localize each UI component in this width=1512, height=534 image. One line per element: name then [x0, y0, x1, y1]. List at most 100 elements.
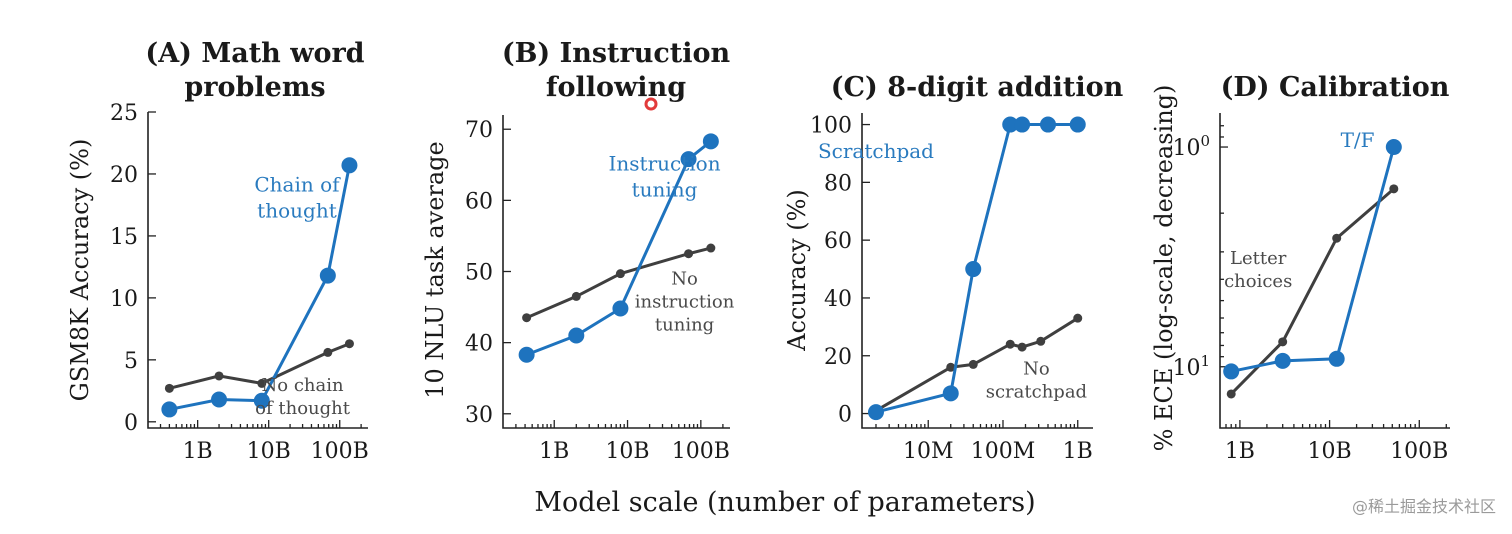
- y-tick-label: 70: [465, 118, 493, 143]
- y-tick-label: 40: [824, 287, 852, 312]
- x-tick-label: 1B: [539, 439, 569, 464]
- cursor-marker: [644, 97, 658, 111]
- data-point: [344, 339, 354, 349]
- data-point: [1069, 116, 1086, 133]
- series-annotation: Scratchpad: [818, 139, 934, 163]
- panel-d: (D) Calibration % ECE (log-scale, decreas…: [1150, 72, 1450, 464]
- x-tick-label: 100B: [672, 439, 730, 464]
- x-tick-label: 10B: [1308, 439, 1352, 464]
- series-annotation: tuning: [655, 314, 714, 335]
- data-point: [1005, 339, 1015, 349]
- data-point: [571, 291, 581, 301]
- y-tick-label: 60: [824, 229, 852, 254]
- x-tick-label: 1B: [183, 439, 213, 464]
- series-line-blue: [1230, 146, 1396, 373]
- axes: [502, 115, 730, 429]
- data-point: [1328, 350, 1345, 367]
- series-annotation: instruction: [635, 291, 735, 312]
- data-point: [1385, 139, 1402, 156]
- data-point: [341, 157, 358, 174]
- x-tick-label: 100B: [311, 439, 369, 464]
- y-tick-label: 100: [1172, 132, 1210, 161]
- y-axis-label: GSM8K Accuracy (%): [66, 139, 94, 402]
- series-annotation: of thought: [255, 398, 351, 419]
- data-point: [942, 385, 959, 402]
- data-point: [1073, 313, 1083, 323]
- panel-c: (C) 8-digit addition Accuracy (%) 10M 100M 1…: [783, 72, 1124, 464]
- x-tick-label: 1B: [1225, 439, 1255, 464]
- data-point: [1039, 116, 1056, 133]
- data-point: [1274, 352, 1291, 369]
- data-point: [946, 362, 956, 372]
- data-point: [612, 300, 629, 317]
- data-point: [214, 371, 224, 381]
- data-point: [684, 249, 694, 259]
- series-annotation: thought: [257, 198, 337, 222]
- panel-title: problems: [184, 72, 325, 103]
- x-tick-label: 100M: [971, 439, 1036, 464]
- data-point: [1223, 363, 1240, 380]
- data-point: [323, 347, 333, 357]
- data-point: [1389, 184, 1399, 194]
- y-tick-label: 0: [838, 403, 852, 428]
- y-tick-label: 50: [465, 261, 493, 286]
- data-point: [164, 383, 174, 393]
- x-tick-label: 10B: [605, 439, 649, 464]
- panel-title: (C) 8-digit addition: [831, 72, 1124, 103]
- y-tick-label: 0: [124, 411, 138, 436]
- shared-x-axis-label: Model scale (number of parameters): [534, 487, 1035, 518]
- y-tick-label: 100: [810, 114, 852, 139]
- y-tick-label: 101: [1172, 352, 1210, 381]
- x-tick-label: 1B: [1063, 439, 1093, 464]
- series-annotation: Letter: [1230, 248, 1287, 269]
- data-point: [161, 401, 178, 418]
- y-tick-label: 15: [110, 225, 138, 250]
- series-annotation: Chain of: [254, 172, 341, 196]
- data-point: [968, 359, 978, 369]
- y-tick-label: 20: [824, 345, 852, 370]
- y-tick-label: 10: [110, 287, 138, 312]
- data-point: [867, 404, 884, 421]
- x-tick-label: 100B: [1390, 439, 1448, 464]
- data-point: [1036, 336, 1046, 346]
- panel-title: following: [546, 72, 686, 103]
- series-annotation: No: [671, 268, 698, 289]
- data-point: [257, 378, 267, 388]
- y-tick-label: 25: [110, 101, 138, 126]
- watermark: @稀土掘金技术社区: [1352, 497, 1496, 516]
- data-point: [522, 313, 532, 323]
- data-point: [1332, 233, 1342, 243]
- data-point: [253, 392, 270, 409]
- data-point: [1014, 116, 1031, 133]
- y-tick-label: 80: [824, 171, 852, 196]
- series-annotation: Instruction: [609, 151, 721, 175]
- data-point: [568, 327, 585, 344]
- series-annotation: scratchpad: [986, 382, 1087, 403]
- x-tick-label: 10M: [903, 439, 954, 464]
- data-point: [211, 391, 228, 408]
- data-point: [706, 243, 716, 253]
- y-axis-label: % ECE (log-scale, decreasing): [1150, 85, 1178, 452]
- series-annotation: No: [1023, 359, 1050, 380]
- y-tick-label: 60: [465, 189, 493, 214]
- axes: [861, 113, 1093, 429]
- x-tick-label: 10B: [247, 439, 291, 464]
- series-annotation: T/F: [1341, 128, 1375, 152]
- y-axis-label: 10 NLU task average: [421, 141, 449, 399]
- panel-title: (A) Math word: [145, 38, 364, 69]
- series-line-gray: [1230, 187, 1395, 396]
- y-tick-label: 20: [110, 163, 138, 188]
- data-point: [1017, 342, 1027, 352]
- data-point: [1278, 337, 1288, 347]
- y-tick-label: 40: [465, 332, 493, 357]
- axes: [147, 112, 368, 429]
- data-point: [1226, 389, 1236, 399]
- data-point: [702, 133, 719, 150]
- data-point: [615, 269, 625, 279]
- y-tick-label: 30: [465, 403, 493, 428]
- series-annotation: tuning: [632, 177, 698, 201]
